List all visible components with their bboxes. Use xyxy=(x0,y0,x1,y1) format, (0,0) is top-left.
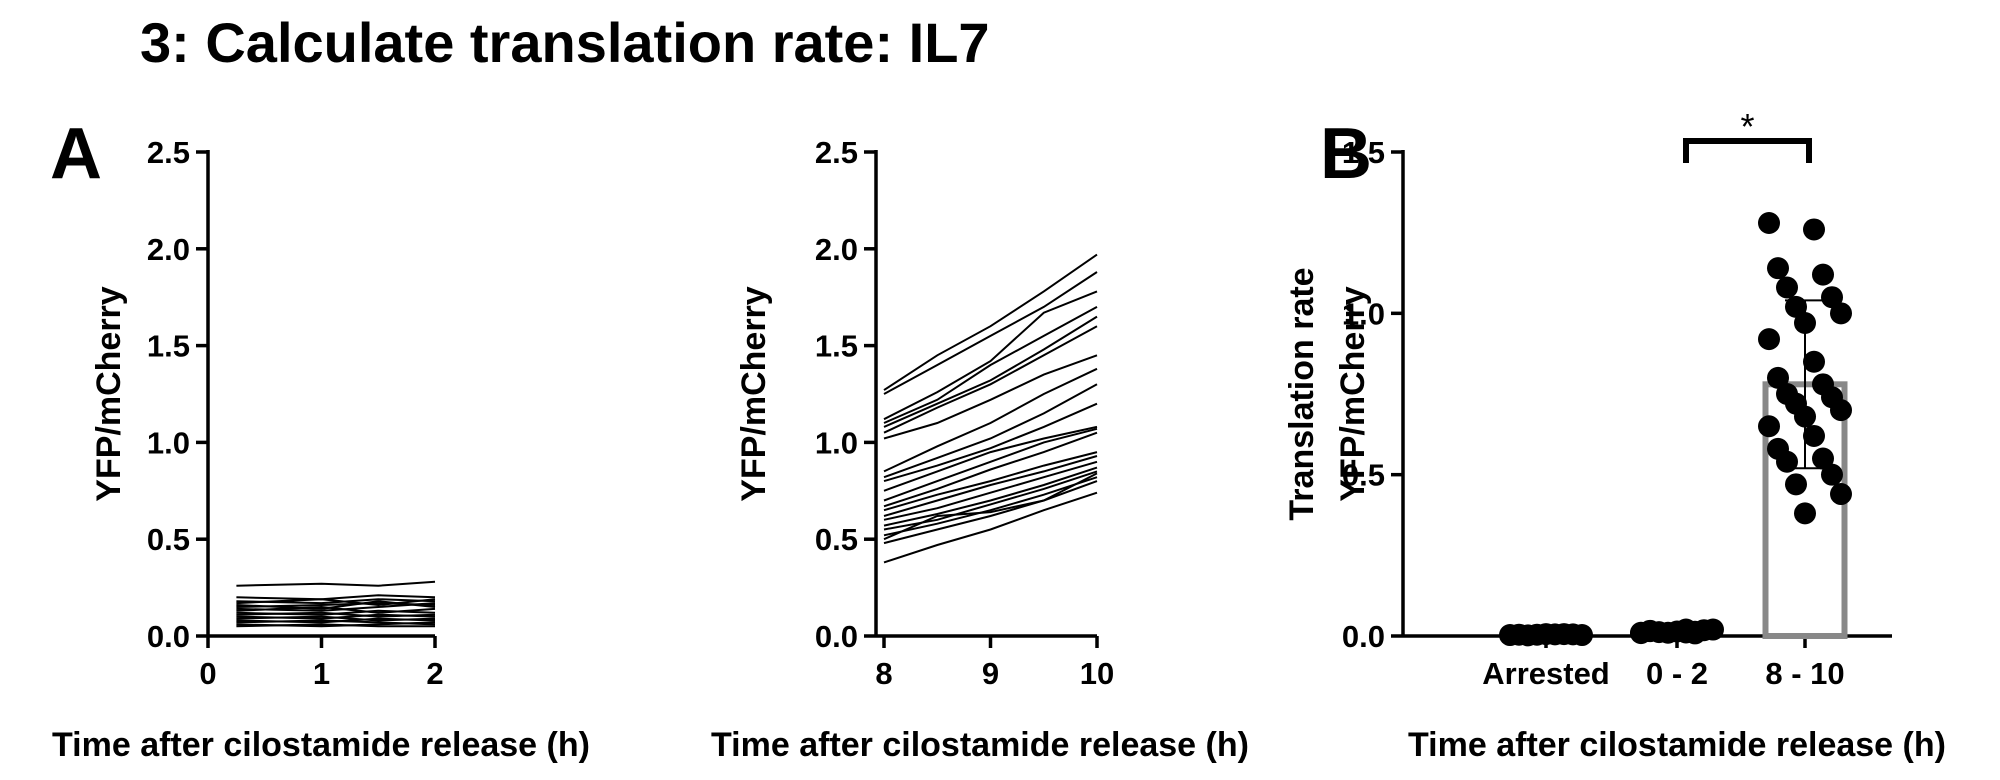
trace xyxy=(236,600,436,610)
data-point xyxy=(1821,286,1843,309)
x-tick-label: 9 xyxy=(982,656,999,691)
significance-bracket xyxy=(1683,138,1812,163)
y-tick-label: 1.5 xyxy=(147,329,190,364)
trace xyxy=(883,425,1098,492)
trace xyxy=(883,472,1098,545)
data-point xyxy=(1821,463,1843,486)
y-tick-label: 2.5 xyxy=(147,135,190,170)
trace xyxy=(883,402,1098,483)
data-point xyxy=(1702,618,1724,641)
trace xyxy=(883,367,1098,473)
significance-label: * xyxy=(1740,106,1754,147)
figure-title: 3: Calculate translation rate: IL7 xyxy=(140,11,990,74)
data-point xyxy=(1803,218,1825,241)
data-point xyxy=(1776,450,1798,473)
y-tick-label: 1.0 xyxy=(147,425,190,460)
y-tick-label: 1.0 xyxy=(1342,296,1385,331)
x-axis-label: Time after cilostamide release (h) xyxy=(711,726,1249,764)
y-axis-label: Translation rate xyxy=(1283,267,1321,520)
x-tick-label: 8 xyxy=(875,656,892,691)
trace xyxy=(883,431,1098,508)
y-axis-label: YFP/mCherry xyxy=(90,286,128,501)
x-tick-label: 1 xyxy=(313,656,330,691)
x-tick-label: 0 - 2 xyxy=(1646,656,1708,691)
data-point xyxy=(1830,399,1852,422)
data-point xyxy=(1803,350,1825,373)
y-tick-label: 2.0 xyxy=(815,232,858,267)
x-tick-label: 2 xyxy=(426,656,443,691)
trace xyxy=(883,427,1098,502)
data-point xyxy=(1758,415,1780,438)
trace xyxy=(883,476,1098,537)
trace xyxy=(883,455,1098,517)
trace xyxy=(236,623,435,628)
data-point xyxy=(1812,447,1834,470)
trace xyxy=(883,325,1098,434)
data-point xyxy=(1767,257,1789,280)
trace xyxy=(883,451,1098,512)
x-axis-label: Time after cilostamide release (h) xyxy=(1408,726,1946,764)
trace xyxy=(883,354,1098,440)
data-point xyxy=(1830,302,1852,325)
y-tick-label: 1.5 xyxy=(815,329,858,364)
trace xyxy=(883,271,1098,395)
data-point xyxy=(1767,366,1789,389)
trace xyxy=(883,315,1098,428)
trace xyxy=(883,466,1098,527)
x-tick-label: Arrested xyxy=(1482,656,1610,691)
trace xyxy=(236,594,436,601)
y-axis-label: YFP/mCherry xyxy=(735,286,773,501)
x-tick-label: 10 xyxy=(1080,656,1114,691)
data-point xyxy=(1571,624,1593,647)
data-point xyxy=(1776,276,1798,299)
data-point xyxy=(1785,473,1807,496)
y-tick-label: 1.0 xyxy=(815,425,858,460)
y-tick-label: 0.5 xyxy=(1342,458,1385,493)
trace xyxy=(883,306,1098,424)
trace xyxy=(236,598,436,607)
y-tick-label: 2.0 xyxy=(147,232,190,267)
y-tick-label: 0.5 xyxy=(147,522,190,557)
data-point xyxy=(1758,211,1780,234)
data-point xyxy=(1830,483,1852,506)
data-point xyxy=(1812,263,1834,286)
data-point xyxy=(1794,502,1816,525)
data-point xyxy=(1639,619,1661,642)
x-axis-label: Time after cilostamide release (h) xyxy=(52,726,590,764)
y-tick-label: 2.5 xyxy=(815,135,858,170)
y-tick-label: 0.5 xyxy=(815,522,858,557)
y-tick-label: 0.0 xyxy=(147,619,190,654)
x-tick-label: 0 xyxy=(199,656,216,691)
data-point xyxy=(1803,424,1825,447)
y-axis-label: YFP/mCherry xyxy=(1334,286,1372,501)
trace xyxy=(883,480,1098,541)
trace xyxy=(883,253,1098,391)
y-tick-label: 0.0 xyxy=(1342,619,1385,654)
data-point xyxy=(1758,328,1780,351)
y-tick-label: 0.0 xyxy=(815,619,858,654)
trace xyxy=(883,460,1098,521)
trace xyxy=(883,290,1098,421)
panel-label: A xyxy=(50,114,102,194)
data-point xyxy=(1684,620,1706,643)
trace xyxy=(236,580,436,587)
x-tick-label: 8 - 10 xyxy=(1765,656,1844,691)
trace xyxy=(883,383,1098,479)
trace xyxy=(883,491,1098,564)
panel-label: B xyxy=(1320,114,1372,194)
y-tick-label: 1.5 xyxy=(1342,135,1385,170)
